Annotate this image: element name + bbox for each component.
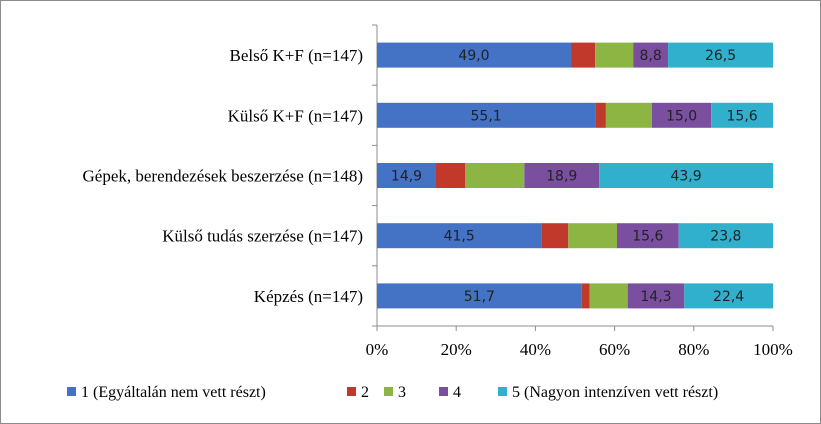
legend-swatch <box>384 387 393 396</box>
legend-swatch <box>67 387 76 396</box>
bar-segment <box>377 102 596 128</box>
category-label: Külső K+F (n=147) <box>228 106 363 125</box>
bar-segment <box>595 102 606 128</box>
bar-segment <box>571 42 596 68</box>
data-label: 22,4 <box>713 289 744 305</box>
data-label: 49,0 <box>458 48 489 64</box>
x-tick-label: 20% <box>441 340 472 359</box>
bar-segment <box>377 42 572 68</box>
data-label: 8,8 <box>640 48 662 64</box>
bar-segment <box>605 102 652 128</box>
data-label: 41,5 <box>444 229 475 245</box>
x-tick-label: 100% <box>753 340 793 359</box>
bar-segment <box>436 163 466 188</box>
x-tick-label: 60% <box>599 340 630 359</box>
x-tick-label: 40% <box>520 340 551 359</box>
bar-segment <box>541 223 569 249</box>
data-label: 18,9 <box>546 169 577 185</box>
data-label: 43,9 <box>670 169 701 185</box>
bar-segment <box>678 223 773 249</box>
legend-swatch <box>439 387 448 396</box>
bar-segment <box>668 42 773 68</box>
bar-segment <box>595 42 634 68</box>
bar-segment <box>684 283 773 309</box>
bar-segment <box>633 42 669 68</box>
data-label: 51,7 <box>464 289 495 305</box>
bar-segment <box>568 223 617 249</box>
bar-segment <box>599 163 773 188</box>
legend-label: 3 <box>398 384 406 401</box>
category-label: Belső K+F (n=147) <box>230 46 363 65</box>
data-label: 14,9 <box>391 169 422 185</box>
legend-label: 4 <box>453 384 461 401</box>
legend-label: 5 (Nagyon intenzíven vett részt) <box>512 384 718 401</box>
category-label: Képzés (n=147) <box>254 287 363 306</box>
data-label: 15,6 <box>727 108 758 124</box>
bar-segment <box>616 223 679 249</box>
data-label: 15,0 <box>666 108 697 124</box>
legend-label: 1 (Egyáltalán nem vett részt) <box>81 384 266 401</box>
bar-segment <box>711 102 773 128</box>
category-label: Gépek, berendezések beszerzése (n=148) <box>83 167 364 186</box>
bar-segment <box>377 283 582 309</box>
bar-segment <box>377 163 437 188</box>
category-label: Külső tudás szerzése (n=147) <box>162 227 363 246</box>
bar-segment <box>377 223 542 249</box>
x-tick-label: 80% <box>678 340 709 359</box>
bar-segment <box>589 283 628 309</box>
bar-segment <box>651 102 712 128</box>
legend-label: 2 <box>361 384 369 401</box>
bar-segment <box>465 163 525 188</box>
bar-segment <box>581 283 590 309</box>
data-label: 15,6 <box>632 229 663 245</box>
data-label: 23,8 <box>710 229 741 245</box>
x-tick-label: 0% <box>366 340 389 359</box>
bar-segment <box>524 163 600 188</box>
bar-segment <box>627 283 685 309</box>
data-label: 55,1 <box>471 108 502 124</box>
legend-swatch <box>498 387 507 396</box>
data-label: 26,5 <box>705 48 736 64</box>
data-label: 14,3 <box>640 289 671 305</box>
legend-swatch <box>347 387 356 396</box>
